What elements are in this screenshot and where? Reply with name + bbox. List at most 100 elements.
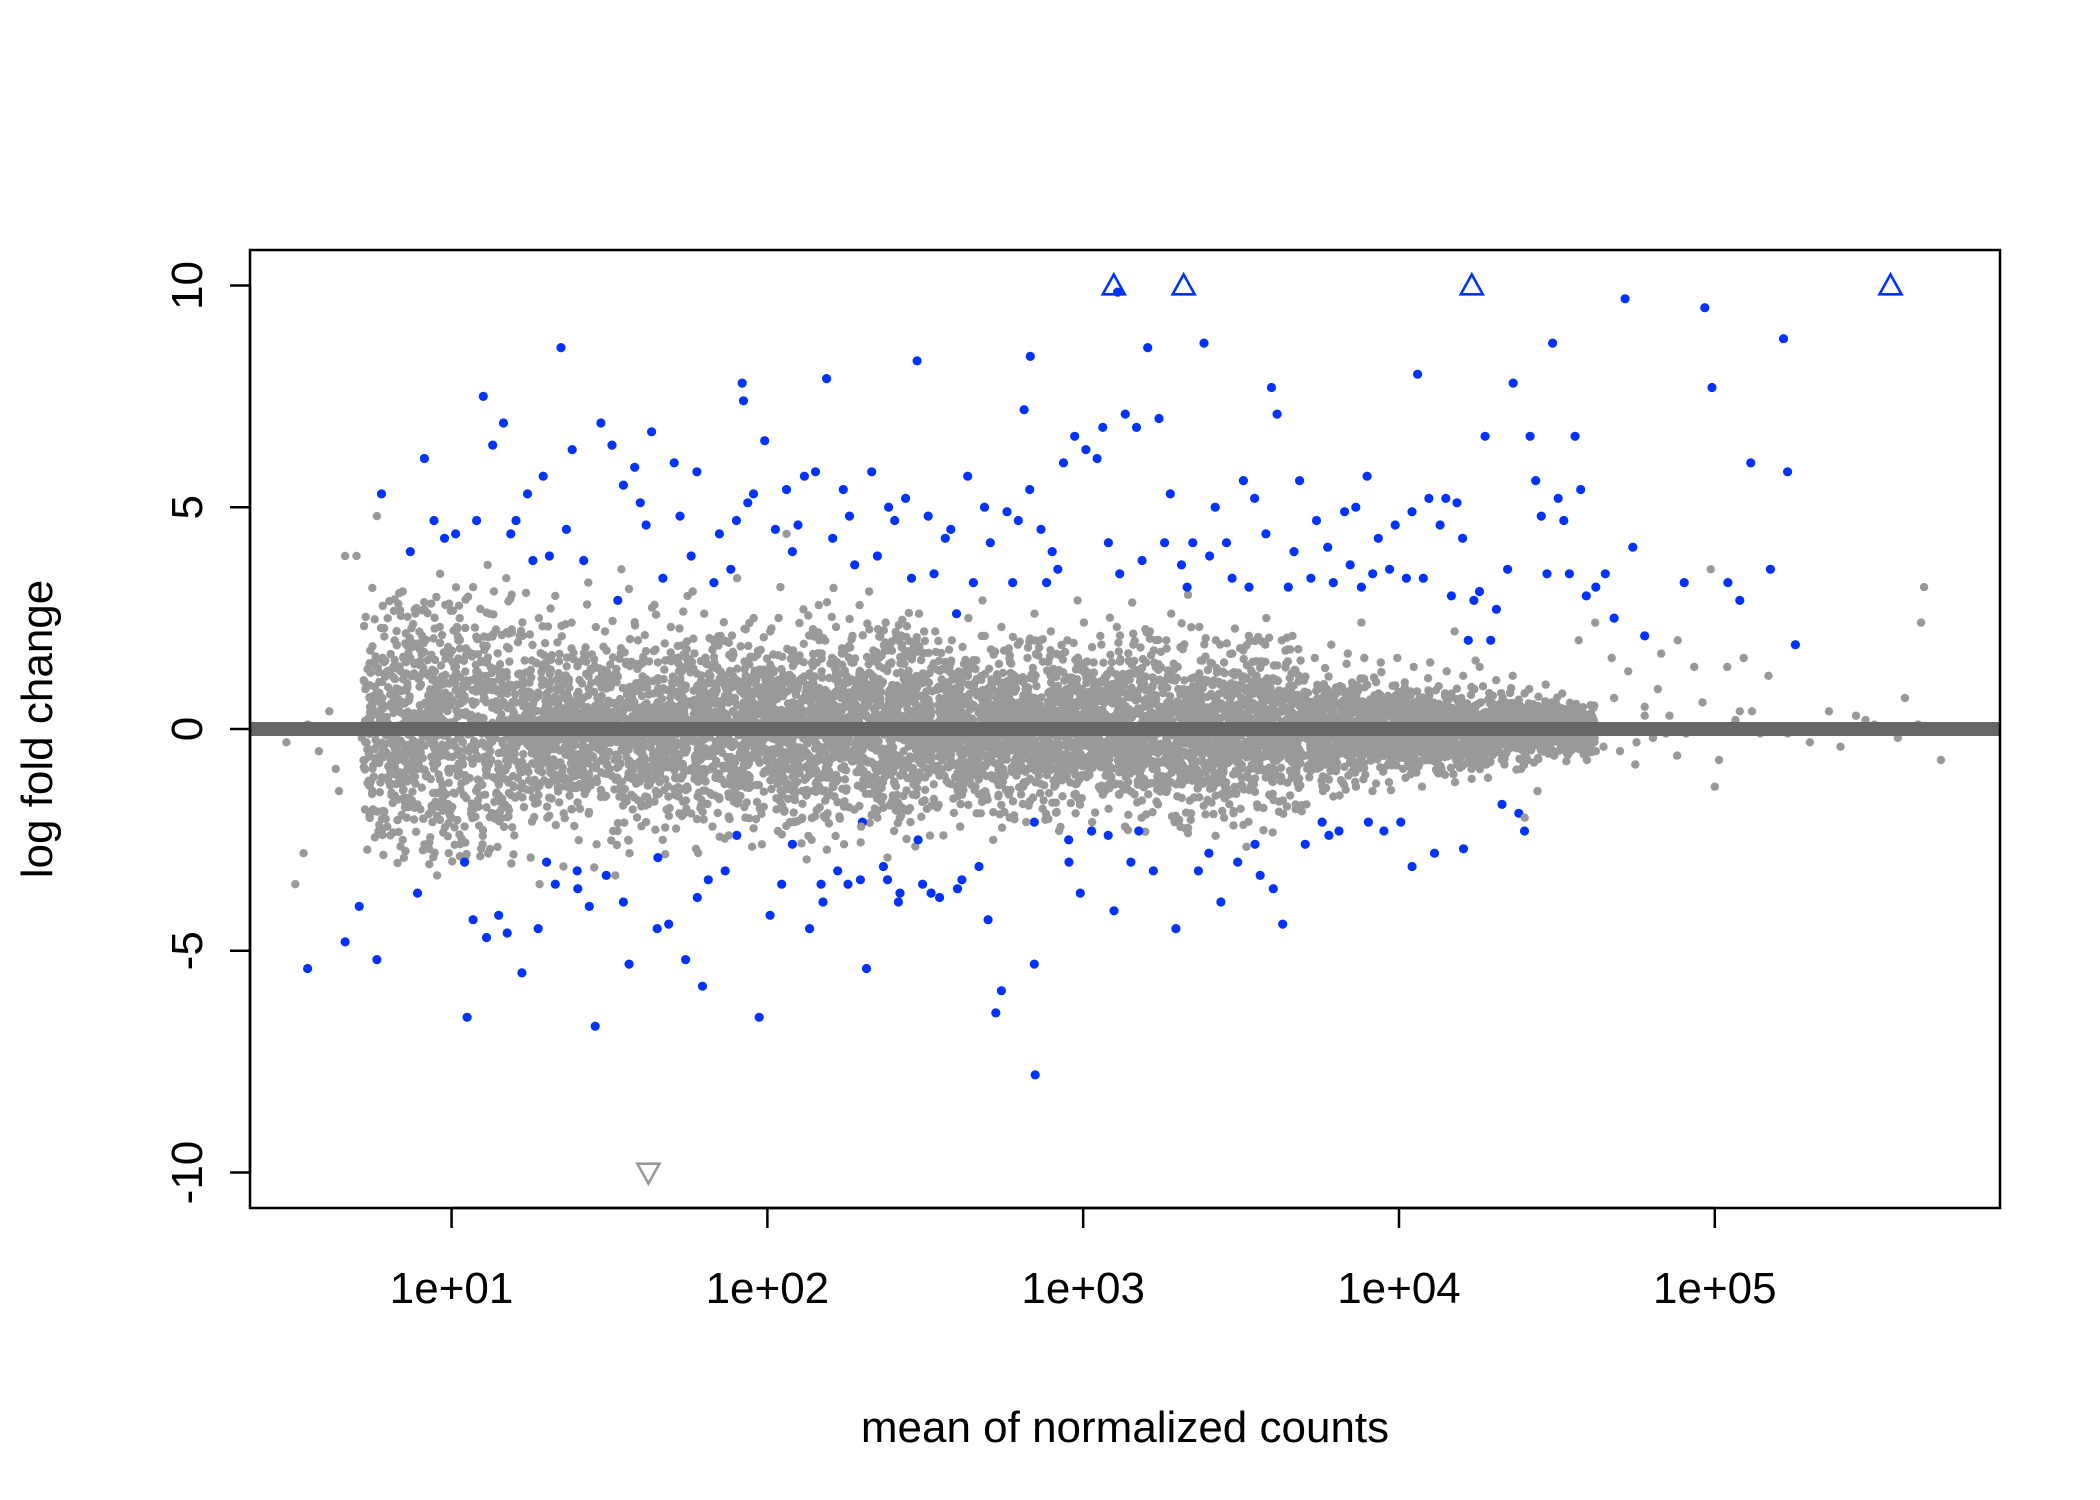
gene-point-background: [575, 658, 584, 667]
gene-point-background: [1290, 665, 1299, 675]
gene-point-background: [1028, 663, 1038, 673]
gene-point-background: [715, 832, 724, 841]
gene-point-background: [733, 664, 742, 673]
gene-point-background: [1211, 831, 1220, 840]
gene-point-background: [958, 642, 967, 652]
gene-point-background: [1024, 801, 1033, 810]
gene-point-background: [1154, 635, 1163, 645]
gene-point-background: [1203, 665, 1213, 675]
gene-point-background: [997, 800, 1006, 810]
gene-point-background: [435, 622, 444, 632]
gene-point-background: [493, 842, 502, 852]
gene-point-background: [1320, 663, 1330, 673]
gene-point-background: [620, 784, 630, 794]
gene-point-background: [917, 647, 926, 657]
gene-point-background: [1163, 666, 1173, 675]
gene-point-background: [788, 646, 798, 655]
gene-point-background: [1107, 658, 1117, 667]
gene-point-background: [690, 649, 699, 658]
gene-point-background: [557, 632, 566, 641]
gene-point-background: [368, 583, 377, 593]
gene-point-background: [1180, 676, 1189, 685]
gene-point-background: [1449, 770, 1458, 779]
gene-point-background: [1114, 638, 1123, 647]
gene-point-background: [799, 639, 808, 648]
gene-point-background: [497, 630, 506, 640]
gene-point-background: [822, 845, 832, 854]
gene-point-background: [799, 658, 808, 667]
gene-point-background: [1225, 800, 1234, 809]
gene-point-background: [831, 831, 840, 841]
gene-point-background: [977, 671, 986, 680]
gene-point-background: [1276, 763, 1286, 772]
gene-point-background: [798, 799, 807, 808]
gene-point-background: [542, 802, 552, 811]
gene-point-background: [827, 612, 836, 622]
gene-point-background: [559, 809, 568, 818]
gene-point-background: [817, 667, 826, 676]
gene-point-background: [1090, 808, 1100, 817]
gene-point-background: [363, 845, 372, 854]
gene-point-background: [1230, 624, 1240, 633]
gene-point-background: [624, 835, 633, 845]
gene-point-background: [790, 658, 799, 668]
gene-point-background: [679, 607, 688, 616]
gene-point-background: [1148, 673, 1157, 682]
gene-point-background: [408, 619, 418, 629]
gene-point-background: [608, 616, 617, 626]
gene-point-background: [1023, 653, 1032, 663]
gene-point-background: [461, 623, 470, 633]
gene-point-background: [630, 618, 639, 627]
gene-point-background: [1128, 598, 1137, 607]
gene-point-background: [1036, 789, 1045, 798]
gene-point-background: [876, 632, 885, 641]
gene-point-background: [705, 634, 714, 643]
gene-point-background: [1274, 807, 1284, 816]
gene-point-background: [755, 758, 764, 767]
gene-point-background: [1281, 663, 1290, 672]
gene-point-background: [509, 850, 518, 859]
gene-point-background: [865, 625, 874, 634]
gene-point-background: [380, 632, 389, 641]
gene-point-background: [375, 788, 384, 797]
gene-point-background: [1149, 646, 1159, 655]
gene-point-background: [1114, 647, 1124, 656]
gene-point-background: [360, 805, 370, 814]
gene-point-background: [747, 842, 757, 851]
gene-point-background: [518, 793, 527, 802]
gene-point-background: [474, 821, 484, 830]
gene-point-background: [994, 790, 1003, 799]
gene-point-background: [1183, 590, 1193, 599]
gene-point-background: [1423, 674, 1433, 683]
gene-point-background: [896, 652, 905, 662]
gene-point-background: [470, 623, 480, 632]
gene-point-background: [934, 636, 943, 646]
gene-point-background: [1114, 790, 1124, 799]
gene-point-background: [1039, 796, 1048, 805]
gene-point-background: [681, 796, 691, 805]
gene-point-background: [1446, 763, 1456, 772]
gene-point-background: [482, 803, 491, 812]
gene-point-background: [632, 813, 642, 822]
gene-point-background: [749, 824, 758, 833]
gene-point-background: [1099, 658, 1108, 667]
gene-point-background: [1165, 692, 1175, 701]
gene-point-background: [476, 852, 485, 861]
gene-point-background: [553, 638, 562, 647]
gene-point-background: [1220, 669, 1229, 678]
gene-point-background: [574, 687, 583, 696]
gene-point-background: [719, 618, 728, 627]
gene-point-background: [525, 630, 535, 639]
gene-point-background: [640, 631, 649, 640]
gene-point-background: [370, 615, 379, 624]
gene-point-background: [840, 775, 850, 784]
gene-point-background: [562, 662, 571, 671]
gene-point-background: [610, 785, 619, 794]
gene-point-background: [528, 640, 537, 650]
gene-point-background: [944, 645, 954, 654]
gene-point-background: [789, 808, 798, 817]
gene-point-background: [1007, 670, 1017, 680]
gene-point-background: [1386, 785, 1396, 795]
gene-point-background: [553, 783, 562, 793]
gene-point-background: [484, 849, 493, 858]
